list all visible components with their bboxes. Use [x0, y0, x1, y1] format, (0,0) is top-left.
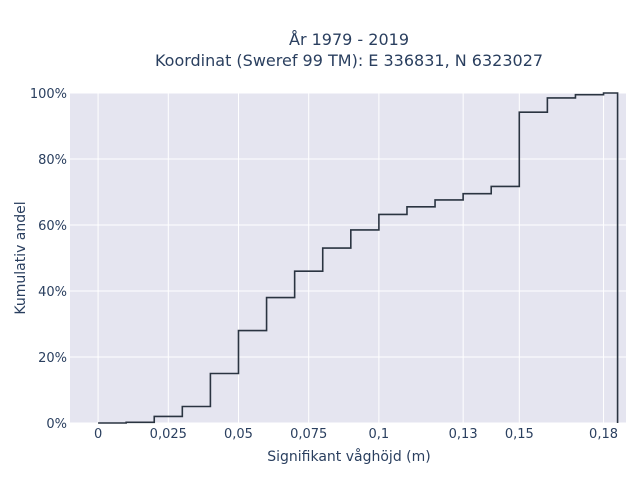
x-tick-label: 0,18: [589, 427, 618, 442]
plot-area: [70, 93, 626, 423]
y-tick-label: 60%: [38, 219, 67, 234]
x-tick-label: 0,05: [224, 427, 253, 442]
y-tick-label: 100%: [30, 87, 67, 102]
x-tick-label: 0,075: [290, 427, 327, 442]
y-tick-label: 0%: [46, 417, 67, 432]
y-tick-label: 40%: [38, 285, 67, 300]
x-tick-label: 0: [94, 427, 102, 442]
x-tick-label: 0,025: [150, 427, 187, 442]
x-axis-title: Signifikant våghöjd (m): [267, 448, 430, 465]
y-axis-title: Kumulativ andel: [13, 201, 29, 314]
y-tick-label: 20%: [38, 351, 67, 366]
chart-title: År 1979 - 2019: [289, 30, 409, 49]
x-tick-labels: 0 0,025 0,05 0,075 0,1 0,13 0,15 0,18: [94, 427, 618, 442]
chart-subtitle: Koordinat (Sweref 99 TM): E 336831, N 63…: [155, 51, 543, 70]
y-tick-labels: 0% 20% 40% 60% 80% 100%: [30, 87, 67, 432]
x-tick-label: 0,1: [369, 427, 390, 442]
cumulative-step-line: [98, 92, 619, 424]
x-tick-label: 0,15: [505, 427, 534, 442]
y-tick-label: 80%: [38, 153, 67, 168]
x-tick-label: 0,13: [449, 427, 478, 442]
y-gridlines: [70, 92, 626, 424]
